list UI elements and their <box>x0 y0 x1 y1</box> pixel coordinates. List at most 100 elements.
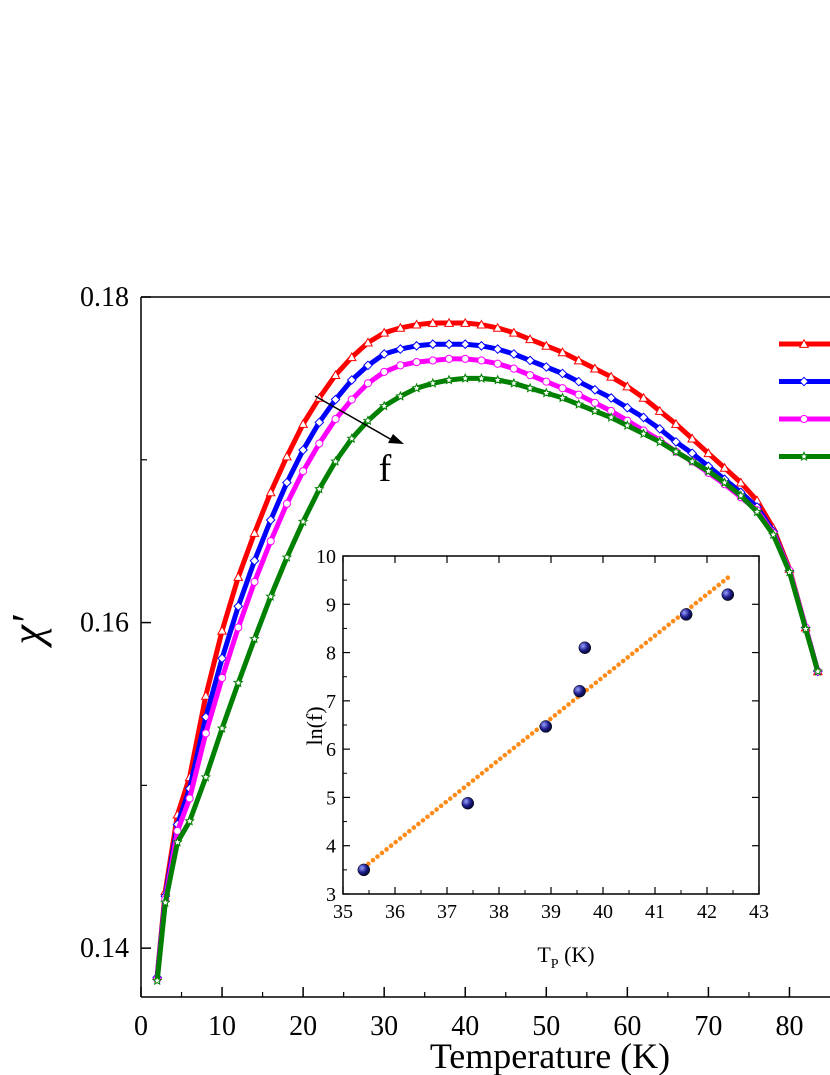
main-x-tick-label: 80 <box>775 1011 803 1042</box>
fit-line-dot <box>498 756 503 762</box>
series-2-point <box>508 349 519 359</box>
inset-x-axis-label-main: T <box>537 942 551 967</box>
series-4-point <box>703 465 714 476</box>
fit-line-dot <box>393 839 398 845</box>
series-2-point <box>233 601 244 612</box>
series-1-point <box>249 527 260 537</box>
inset-y-tick-label: 9 <box>326 594 336 616</box>
series-2-point <box>330 394 341 405</box>
series-4-point <box>492 374 503 385</box>
main-x-tick-label: 10 <box>208 1011 236 1042</box>
series-2-point <box>654 423 665 434</box>
series-1-point <box>508 327 519 337</box>
fit-line-dot <box>516 742 521 747</box>
series-3-point <box>461 354 470 363</box>
fit-line-dot <box>557 709 562 715</box>
series-3-point <box>493 359 502 368</box>
inset-y-tick-label: 4 <box>326 836 336 858</box>
series-3-point <box>396 361 405 370</box>
series-4-point <box>160 897 171 908</box>
legend <box>779 338 830 461</box>
fit-line-dot <box>634 647 640 653</box>
fit-line-dot <box>461 785 467 791</box>
series-1-point <box>233 571 244 581</box>
series-4-point <box>557 392 568 403</box>
main-y-tick-label: 0.18 <box>80 282 129 313</box>
fit-line-dot <box>425 814 430 820</box>
series-4-point <box>427 377 439 388</box>
frequency-arrow-annotation: f <box>314 395 404 490</box>
frequency-arrow-head <box>388 434 404 444</box>
series-3-point <box>574 390 583 399</box>
fit-line-dot <box>402 832 408 838</box>
series-3-point <box>315 439 324 448</box>
series-4-point <box>670 446 682 457</box>
inset-x-tick-label: 35 <box>333 901 353 923</box>
fit-line-dot <box>620 658 626 664</box>
series-2-point <box>492 344 503 355</box>
series-1-point <box>443 317 455 327</box>
series-4-point <box>605 411 617 422</box>
series-1-point <box>719 462 730 472</box>
legend-marker-2 <box>799 376 809 387</box>
series-4-point <box>524 382 536 393</box>
series-3-point <box>412 358 421 367</box>
series-4-point <box>459 372 471 383</box>
series-2-point <box>590 384 600 395</box>
inset-x-axis-label: TP (K) <box>537 942 594 972</box>
series-4-point <box>751 506 763 517</box>
series-2-point <box>460 339 471 350</box>
main-y-tick-label: 0.14 <box>80 933 129 964</box>
inset-x-tick-label: 40 <box>593 901 613 923</box>
inset-axes: 35 36 37 38 39 40 41 42 43 3 4 5 6 7 8 9 10 <box>316 546 769 923</box>
series-1-point <box>687 433 698 443</box>
series-4-point <box>812 665 824 676</box>
series-3-point <box>347 395 356 404</box>
fit-line-dot <box>466 781 471 787</box>
series-4-point <box>768 529 779 540</box>
fit-line-dot <box>702 593 708 599</box>
series-3-point <box>217 673 227 683</box>
series-2-point <box>671 436 681 447</box>
fit-line-dot <box>598 676 603 682</box>
series-3-point <box>428 356 437 365</box>
inset-x-axis-label-unit: (K) <box>559 942 595 967</box>
fit-line-dot <box>484 767 489 772</box>
series-4-point <box>638 428 649 439</box>
series-4-point <box>443 374 455 385</box>
series-4-point <box>151 975 163 986</box>
series-3-point <box>173 826 182 836</box>
series-1-point <box>330 369 341 379</box>
fit-line-dot <box>475 774 480 780</box>
fit-line-dot <box>716 582 721 588</box>
series-1-point <box>217 625 228 635</box>
fit-line-dot <box>616 662 621 667</box>
series-4-point <box>622 420 633 431</box>
series-3-point <box>331 415 340 424</box>
fit-line-dot <box>416 821 421 827</box>
series-3-point <box>509 364 518 373</box>
fit-line-dot <box>657 629 662 635</box>
series-3-point <box>363 379 373 388</box>
main-x-tick-label: 60 <box>613 1011 641 1042</box>
fit-line-dot <box>675 615 681 620</box>
legend-marker-1 <box>798 338 810 348</box>
inset-data-point <box>357 863 371 877</box>
fit-line-dot <box>711 586 717 591</box>
inset-x-axis-label-subscript: P <box>551 957 559 972</box>
series-2-point <box>298 445 309 455</box>
series-3-point <box>526 371 535 380</box>
series-2-point <box>411 340 422 351</box>
fit-line-dot <box>552 713 558 718</box>
series-1-point <box>622 381 633 391</box>
series-1-point <box>298 418 309 428</box>
series-2-point <box>525 355 535 366</box>
inset-y-tick-label: 5 <box>326 787 336 809</box>
series-1-point <box>200 690 211 700</box>
series-1-point <box>703 448 714 458</box>
fit-line-dot <box>707 589 712 595</box>
main-x-tick-label: 40 <box>451 1011 479 1042</box>
series-1-point <box>525 334 536 344</box>
fit-line-dot <box>611 665 617 671</box>
